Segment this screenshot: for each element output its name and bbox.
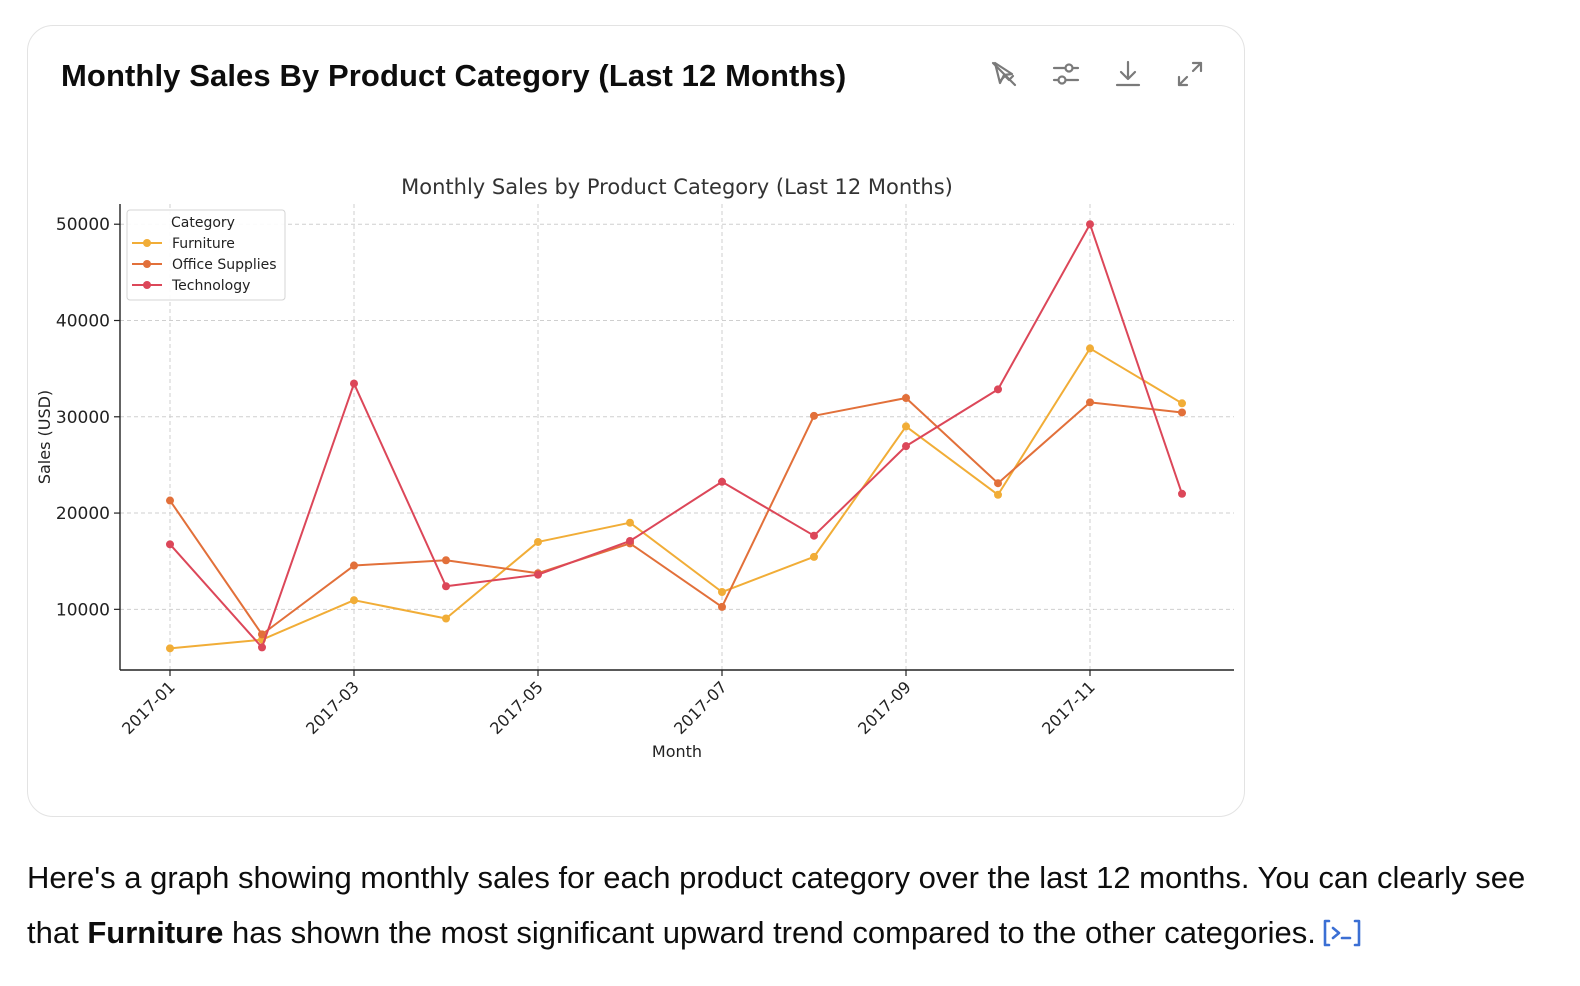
data-point [1178, 408, 1186, 417]
download-button[interactable] [1110, 56, 1146, 92]
data-point [994, 385, 1002, 394]
data-point [902, 442, 910, 451]
caption-text-before: Here's a graph showing monthly sales for… [27, 860, 1526, 950]
legend-marker [143, 281, 151, 289]
data-point [1178, 399, 1186, 408]
data-point [258, 630, 266, 639]
download-icon [1115, 60, 1141, 87]
chart-card: Monthly Sales By Product Category (Last … [27, 25, 1245, 817]
data-point [994, 479, 1002, 488]
data-point [166, 496, 174, 505]
customize-button[interactable] [1048, 56, 1084, 92]
data-point [810, 531, 818, 540]
series-technology [166, 220, 1186, 652]
chart-toolbar [986, 56, 1208, 92]
switch-interactive-icon [991, 61, 1017, 87]
legend-marker [143, 260, 151, 268]
customize-icon [1052, 63, 1080, 85]
data-point [810, 552, 818, 561]
data-point [1086, 344, 1094, 353]
data-point [902, 394, 910, 403]
data-point [1086, 398, 1094, 407]
series-furniture [166, 344, 1186, 653]
series-line [169, 397, 1183, 636]
legend-label: Technology [171, 278, 250, 294]
legend-marker [143, 239, 151, 247]
x-tick-label: 2017-03 [302, 677, 363, 738]
data-point [442, 556, 450, 565]
data-point [350, 561, 358, 570]
caption-bold: Furniture [87, 915, 224, 950]
data-point [442, 582, 450, 591]
legend-item: Furniture [132, 236, 235, 252]
x-tick-label: 2017-11 [1038, 677, 1099, 738]
data-point [442, 614, 450, 623]
caption-text-after: has shown the most significant upward tr… [223, 915, 1316, 950]
data-point [1086, 220, 1094, 229]
data-point [718, 602, 726, 611]
data-point [626, 518, 634, 527]
y-tick-label: 40000 [56, 312, 110, 332]
legend: Category Furniture Office Supplies Technolo… [126, 209, 286, 301]
data-point [718, 477, 726, 486]
data-point [258, 643, 266, 652]
series-lines [166, 220, 1186, 653]
x-tick-label: 2017-07 [670, 677, 731, 738]
y-tick-label: 50000 [56, 215, 110, 235]
legend-label: Furniture [172, 236, 235, 252]
expand-button[interactable] [1172, 56, 1208, 92]
data-point [810, 411, 818, 420]
data-point [718, 588, 726, 597]
legend-item: Office Supplies [132, 257, 277, 273]
data-point [166, 540, 174, 549]
series-line [169, 347, 1183, 650]
card-title: Monthly Sales By Product Category (Last … [61, 58, 847, 93]
data-point [350, 596, 358, 605]
y-tick-label: 30000 [56, 408, 110, 428]
data-point [1178, 489, 1186, 498]
expand-icon [1177, 61, 1203, 87]
response-caption: Here's a graph showing monthly sales for… [27, 850, 1567, 960]
legend-box [126, 209, 286, 301]
data-point [166, 644, 174, 653]
code-icon[interactable] [1322, 917, 1362, 949]
series-line [169, 223, 1183, 649]
y-tick-label: 10000 [56, 600, 110, 620]
data-point [994, 490, 1002, 499]
data-point [534, 537, 542, 546]
data-point [534, 570, 542, 579]
legend-title: Category [171, 215, 235, 231]
chart-title: Monthly Sales by Product Category (Last … [401, 175, 953, 199]
switch-interactive-button[interactable] [986, 56, 1022, 92]
legend-label: Office Supplies [172, 257, 277, 273]
legend-item: Technology [132, 278, 250, 294]
data-point [350, 379, 358, 388]
x-tick-label: 2017-09 [854, 677, 915, 738]
data-point [902, 422, 910, 431]
x-tick-label: 2017-05 [486, 677, 547, 738]
series-office-supplies [166, 394, 1186, 639]
x-tick-label: 2017-01 [118, 677, 179, 738]
data-point [626, 536, 634, 545]
y-tick-label: 20000 [56, 504, 110, 524]
x-axis-label: Month [652, 742, 702, 761]
y-axis-label: Sales (USD) [35, 390, 54, 484]
grid [120, 204, 1234, 670]
